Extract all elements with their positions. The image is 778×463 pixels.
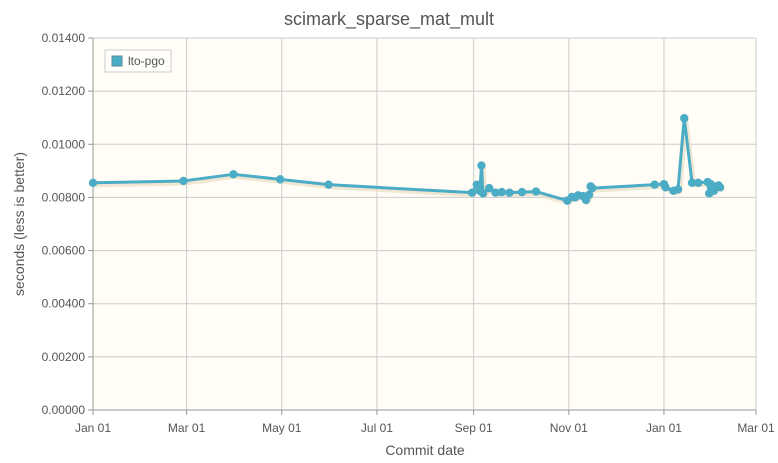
legend-label: lto-pgo <box>128 54 165 68</box>
y-tick-label: 0.00400 <box>42 297 86 311</box>
y-tick-label: 0.00800 <box>42 190 86 204</box>
x-tick-label: Jan 01 <box>75 421 111 435</box>
data-point[interactable] <box>505 188 514 197</box>
legend[interactable]: lto-pgo <box>104 49 172 73</box>
series-layer <box>88 114 725 206</box>
x-tick-label: Sep 01 <box>455 421 493 435</box>
y-tick-label: 0.01400 <box>42 31 86 45</box>
x-axis-label: Commit date <box>385 442 465 458</box>
data-point[interactable] <box>491 188 500 197</box>
x-tick-label: Jan 01 <box>646 421 682 435</box>
data-point[interactable] <box>661 183 670 192</box>
x-tick-label: Nov 01 <box>550 421 588 435</box>
data-point[interactable] <box>715 183 725 192</box>
data-point[interactable] <box>497 187 506 197</box>
data-point[interactable] <box>179 176 188 186</box>
data-point[interactable] <box>694 178 703 188</box>
legend-swatch <box>111 55 123 67</box>
x-tick-label: Mar 01 <box>737 421 775 435</box>
data-point[interactable] <box>650 180 659 189</box>
x-tick-label: May 01 <box>262 421 302 435</box>
data-point[interactable] <box>588 183 597 193</box>
y-tick-label: 0.00600 <box>42 244 86 258</box>
data-point[interactable] <box>517 187 527 197</box>
data-point[interactable] <box>467 188 477 197</box>
data-point[interactable] <box>531 187 541 196</box>
x-tick-label: Mar 01 <box>168 421 206 435</box>
y-tick-label: 0.01200 <box>42 84 86 98</box>
data-point[interactable] <box>485 183 494 193</box>
data-point[interactable] <box>477 161 486 170</box>
data-point[interactable] <box>673 185 683 194</box>
data-point[interactable] <box>276 175 285 184</box>
data-point[interactable] <box>687 178 697 188</box>
y-tick-label: 0.00000 <box>42 403 86 417</box>
data-point[interactable] <box>324 180 333 189</box>
plot-area <box>93 38 756 410</box>
data-point[interactable] <box>478 189 488 198</box>
data-point[interactable] <box>88 178 98 188</box>
y-tick-label: 0.00200 <box>42 350 86 364</box>
y-tick-label: 0.01000 <box>42 137 86 151</box>
data-point[interactable] <box>680 114 689 123</box>
data-point[interactable] <box>229 170 238 179</box>
data-point[interactable] <box>584 190 594 199</box>
y-axis-ticks: 0.00000 0.00200 0.00400 0.00600 0.00800 0.010… <box>42 31 93 417</box>
x-tick-label: Jul 01 <box>361 421 393 435</box>
x-axis-ticks: Jan 01 Mar 01 May 01 Jul 01 Sep 01 Nov 01 Jan … <box>75 410 775 435</box>
chart-title: scimark_sparse_mat_mult <box>284 9 494 30</box>
y-axis-label: seconds (less is better) <box>11 152 27 296</box>
